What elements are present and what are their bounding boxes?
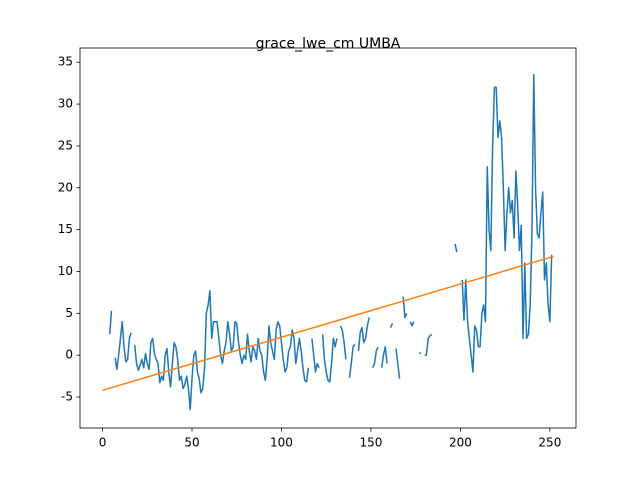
y-tick-label: 5 <box>65 306 73 320</box>
x-tick-label: 50 <box>184 436 199 450</box>
plot-area <box>102 74 554 411</box>
y-tick-label: 30 <box>58 97 73 111</box>
y-tick-label: 0 <box>65 348 73 362</box>
y-tick-label: -5 <box>61 390 73 404</box>
y-tick-label: 10 <box>58 264 73 278</box>
chart-title: grace_lwe_cm UMBA <box>256 36 401 52</box>
x-tick-label: 100 <box>270 436 293 450</box>
data-line <box>108 74 553 411</box>
x-tick-label: 200 <box>449 436 472 450</box>
y-tick-label: 25 <box>58 138 73 152</box>
x-tick-label: 0 <box>99 436 107 450</box>
data-line <box>102 255 554 392</box>
y-tick-label: 20 <box>58 180 73 194</box>
y-tick-label: 15 <box>58 222 73 236</box>
axes-frame <box>79 47 577 429</box>
x-tick-label: 150 <box>359 436 382 450</box>
x-tick-label: 250 <box>538 436 561 450</box>
y-tick-label: 35 <box>58 55 73 69</box>
